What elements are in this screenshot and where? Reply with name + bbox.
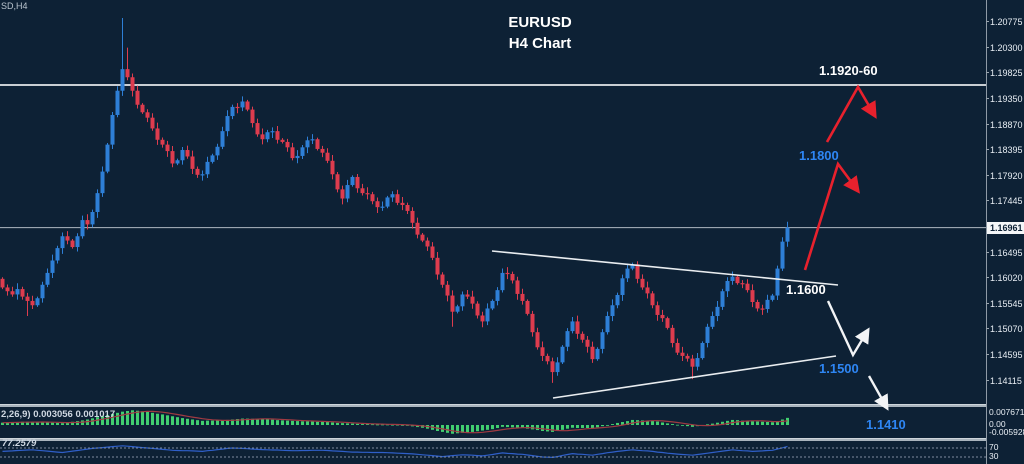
price-axis-label: 1.17445 (986, 196, 1023, 206)
oscillator-line (2, 445, 788, 459)
price-axis-label: 1.19350 (986, 94, 1023, 104)
price-axis-label: 1.20775 (986, 17, 1023, 27)
price-axis-label: 1.16020 (986, 273, 1023, 283)
red-projection-arrow-to-1800[interactable] (803, 161, 861, 271)
upper-trendline[interactable] (491, 250, 839, 286)
label-level-1.1800[interactable]: 1.1800 (799, 148, 839, 163)
current-price-box: 1.16961 (987, 222, 1024, 234)
label-level-1.1600[interactable]: 1.1600 (786, 282, 826, 297)
candlesticks (0, 17, 790, 383)
price-axis-label: 1.14595 (986, 350, 1023, 360)
label-resistance-zone[interactable]: 1.1920-60 (819, 63, 878, 78)
price-axis-label: 1.15545 (986, 299, 1023, 309)
lower-trendline[interactable] (552, 355, 837, 399)
price-axis-label: 1.18870 (986, 120, 1023, 130)
oscillator-value-label: 77.2579 (2, 438, 37, 449)
macd-indicator-label: 2,26,9) 0.003056 0.001017 (1, 409, 116, 420)
macd-axis-max: 0.007671 (989, 407, 1024, 417)
price-axis-label: 1.14115 (986, 376, 1022, 386)
label-level-1.1500[interactable]: 1.1500 (819, 361, 859, 376)
chart-title-symbol: EURUSD (508, 14, 572, 31)
oscillator-axis-30: 30 (989, 451, 999, 461)
price-axis-label: 1.18395 (986, 145, 1023, 155)
pane-separator-oscillator[interactable] (0, 438, 986, 441)
macd-histogram (1, 410, 789, 434)
price-axis-label: 1.20300 (986, 43, 1023, 53)
macd-axis-min: -0.005928 (989, 427, 1024, 437)
chart-title: EURUSD H4 Chart (440, 12, 640, 54)
price-axis-label: 1.17920 (986, 171, 1023, 181)
white-projection-arrow-bounce[interactable] (826, 300, 870, 358)
price-axis-label: 1.15070 (986, 324, 1023, 334)
pane-separator-macd[interactable] (0, 404, 986, 407)
white-projection-arrow-down-1410[interactable] (867, 375, 889, 411)
price-axis-label: 1.16495 (986, 248, 1023, 258)
label-level-1.1410[interactable]: 1.1410 (866, 417, 906, 432)
oscillator-axis-70: 70 (989, 442, 999, 452)
symbol-timeframe-label: SD,H4 (1, 1, 28, 11)
macd-axis-zero: 0.00 (989, 419, 1006, 429)
chart-title-timeframe: H4 Chart (508, 35, 572, 52)
red-projection-arrow-to-1920[interactable] (825, 84, 877, 143)
price-axis[interactable]: 1.16961 1.20775 1.20300 1.19825 1.19350 1.18… (986, 0, 1024, 464)
price-axis-label: 1.19825 (986, 68, 1023, 78)
price-axis-separator (986, 0, 987, 464)
